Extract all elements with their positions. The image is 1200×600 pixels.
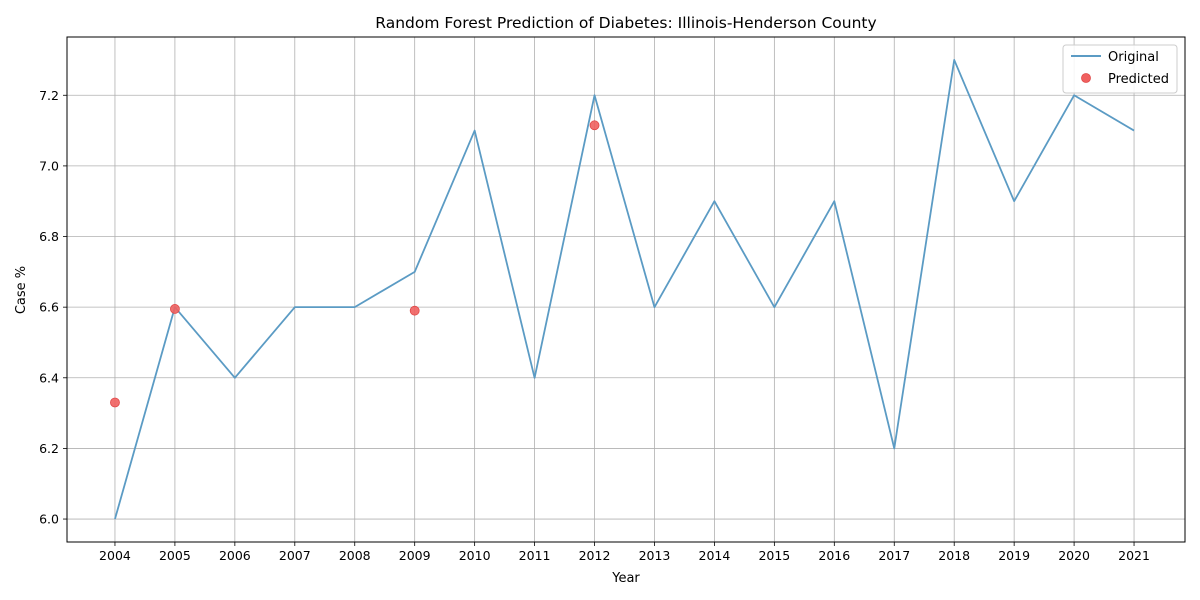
- predicted-point: [110, 397, 120, 408]
- y-tick-label: 7.0: [39, 158, 59, 173]
- y-axis-label: Case %: [14, 266, 29, 314]
- x-tick-label: 2009: [399, 548, 431, 563]
- legend-label-original: Original: [1108, 50, 1159, 65]
- x-axis: 2004 2005 2006 2007 2008 2009 2010 2011 2012 2013…: [99, 542, 1150, 563]
- y-tick-label: 6.6: [39, 300, 59, 315]
- x-tick-label: 2005: [159, 548, 191, 563]
- x-tick-label: 2012: [579, 548, 611, 563]
- y-tick-label: 6.8: [39, 229, 59, 244]
- x-tick-label: 2015: [758, 548, 790, 563]
- predicted-point: [170, 304, 180, 314]
- x-tick-label: 2020: [1058, 548, 1090, 563]
- y-tick-label: 7.2: [39, 88, 59, 103]
- y-tick-label: 6.2: [39, 441, 59, 456]
- x-tick-label: 2011: [519, 548, 551, 563]
- grid: [67, 37, 1185, 542]
- x-tick-label: 2014: [699, 548, 731, 563]
- x-tick-label: 2017: [878, 548, 910, 563]
- legend-swatch-predicted: [1081, 73, 1091, 83]
- predicted-point: [409, 305, 420, 316]
- x-tick-label: 2016: [818, 548, 850, 563]
- predicted-point: [589, 120, 600, 131]
- plot-area: [110, 59, 1135, 520]
- x-tick-label: 2004: [99, 548, 131, 563]
- x-tick-label: 2019: [998, 548, 1030, 563]
- x-tick-label: 2007: [279, 548, 311, 563]
- x-tick-label: 2018: [938, 548, 970, 563]
- y-tick-label: 6.0: [39, 512, 59, 527]
- plot-frame: [66, 36, 1186, 543]
- legend-label-predicted: Predicted: [1108, 72, 1169, 87]
- legend: Original Predicted: [1062, 44, 1178, 94]
- x-tick-label: 2008: [339, 548, 371, 563]
- y-axis: 6.0 6.2 6.4 6.6 6.8 7.0 7.2: [39, 88, 67, 527]
- x-tick-label: 2021: [1118, 548, 1150, 563]
- x-tick-label: 2006: [219, 548, 251, 563]
- x-tick-label: 2010: [459, 548, 491, 563]
- chart-title: Random Forest Prediction of Diabetes: Il…: [375, 14, 876, 32]
- x-axis-label: Year: [611, 571, 640, 586]
- x-tick-label: 2013: [639, 548, 671, 563]
- y-tick-label: 6.4: [39, 370, 59, 385]
- original-series-line: [114, 59, 1135, 520]
